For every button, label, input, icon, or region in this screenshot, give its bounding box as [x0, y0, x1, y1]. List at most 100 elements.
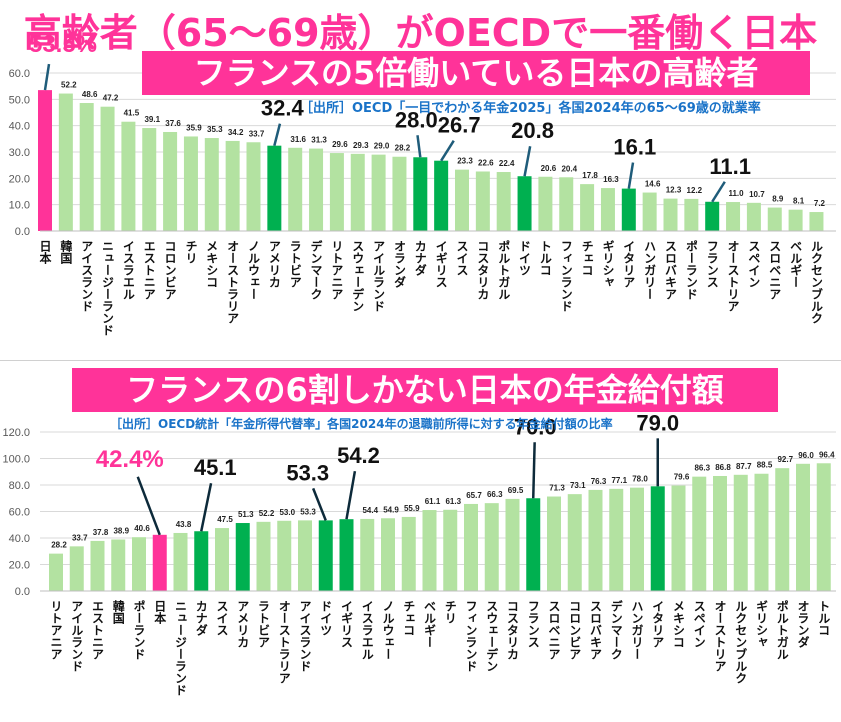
bar-ラトビア: [288, 147, 303, 231]
value-label: 78.0: [632, 475, 648, 484]
category-label: アイスランド: [80, 240, 94, 312]
y-tick-label: 60.0: [9, 507, 30, 519]
category-label: ハンガリー: [643, 240, 657, 300]
bar-イスラエル: [121, 121, 136, 231]
value-label: 29.3: [353, 141, 369, 150]
value-label: 79.6: [674, 473, 690, 482]
value-label: 61.1: [425, 497, 441, 506]
value-label: 37.6: [165, 119, 181, 128]
category-label: スイス: [455, 240, 469, 276]
category-label: アイルランド: [70, 600, 84, 672]
bar-スイス: [215, 528, 229, 591]
bar-イギリス: [434, 160, 449, 231]
y-tick-label: 40.0: [9, 533, 30, 545]
category-label: トルコ: [538, 240, 552, 276]
bar-ルクセンブルク: [733, 474, 748, 591]
bar-デンマーク: [609, 488, 624, 591]
bar-ニュージーランド: [173, 532, 188, 591]
bar-韓国: [111, 539, 126, 591]
bar-ラトビア: [256, 521, 271, 591]
category-label: ラトビア: [288, 240, 302, 288]
value-label: 65.7: [466, 491, 482, 500]
category-label: コロンビア: [163, 240, 177, 300]
bar-チェコ: [401, 516, 416, 591]
value-label: 8.9: [772, 195, 784, 204]
bar-ポーランド: [132, 537, 146, 591]
value-label: 39.1: [144, 115, 160, 124]
value-label: 29.0: [374, 142, 390, 151]
main-title: 高齢者（65～69歳）がOECDで一番働く日本: [23, 11, 818, 55]
category-label: ドイツ: [319, 600, 333, 636]
value-label: 77.1: [611, 476, 627, 485]
employment-rate-chart: 0.0 10.0 20.0 30.0 40.0 50.0 60.0 日本 53.5% 韓国 52.2…: [9, 31, 836, 336]
bar-イスラエル: [360, 518, 375, 591]
category-label: スロバキア: [664, 240, 678, 300]
value-label: 20.4: [561, 164, 577, 173]
bar-日本: [152, 534, 167, 591]
value-label: 33.7: [249, 129, 265, 138]
bar-ベルギー: [788, 209, 803, 231]
category-label: ノルウェー: [381, 600, 395, 660]
bar-チェコ: [580, 184, 595, 231]
category-label: コスタリカ: [476, 240, 490, 300]
bar-ギリシャ: [600, 188, 615, 231]
callout-leader-line: [273, 123, 282, 146]
callout-label: 53.3: [286, 460, 329, 485]
y-tick-label: 100.0: [2, 454, 30, 466]
y-tick-label: 50.0: [9, 94, 30, 106]
value-label: 28.2: [51, 541, 67, 550]
value-label: 35.9: [186, 123, 202, 132]
value-label: 29.6: [332, 140, 348, 149]
callout-leader-line: [627, 162, 635, 189]
value-label: 73.1: [570, 481, 586, 490]
category-label: リトアニア: [49, 600, 63, 660]
value-label: 31.3: [311, 136, 327, 145]
value-label: 61.3: [445, 497, 461, 506]
value-label: 53.3: [300, 507, 316, 516]
value-label: 17.8: [582, 171, 598, 180]
bar-ドイツ: [517, 176, 532, 231]
category-label: オーストラリア: [226, 240, 240, 324]
category-label: ラトビア: [257, 600, 271, 648]
category-label: アメリカ: [267, 240, 281, 288]
category-label: ポーランド: [132, 599, 146, 660]
bar-エストニア: [90, 540, 105, 591]
category-label: 日本: [153, 600, 167, 625]
bar-コスタリカ: [475, 171, 490, 231]
value-label: 48.6: [82, 90, 98, 99]
bar-コロンビア: [567, 494, 582, 591]
callout-label: 42.4%: [96, 446, 164, 473]
bar-ベルギー: [422, 510, 437, 591]
value-label: 47.5: [217, 515, 233, 524]
category-label: スロベニア: [547, 600, 561, 660]
callout-label: 70.0: [514, 414, 557, 439]
chart1-title-banner: フランスの5倍働いている日本の高齢者: [142, 51, 810, 95]
bar-ポルトガル: [775, 468, 790, 591]
value-label: 69.5: [508, 486, 524, 495]
bar-アイルランド: [371, 154, 386, 231]
value-label: 20.6: [541, 164, 557, 173]
bar-スロバキア: [588, 489, 603, 591]
bar-トルコ: [538, 176, 553, 231]
bar-ポーランド: [684, 198, 699, 231]
y-tick-label: 30.0: [9, 147, 30, 159]
bar-韓国: [58, 93, 73, 231]
category-label: ギリシャ: [601, 240, 615, 288]
bar-デンマーク: [309, 148, 324, 231]
category-label: デンマーク: [309, 239, 323, 300]
bar-コスタリカ: [505, 498, 520, 591]
value-label: 40.6: [134, 524, 150, 533]
value-label: 14.6: [645, 180, 661, 189]
category-label: カナダ: [413, 240, 427, 276]
category-label: スウェーデン: [485, 600, 499, 672]
callout-leader-line: [200, 482, 213, 532]
callout-leader-line: [711, 181, 726, 203]
callout-leader-line: [311, 487, 327, 521]
chart2-title-banner: フランスの6割しかない日本の年金給付額: [72, 368, 778, 412]
category-label: スウェーデン: [351, 240, 365, 312]
callout-label: 20.8: [511, 118, 554, 143]
value-label: 33.7: [72, 533, 88, 542]
callout-label: 16.1: [613, 135, 656, 160]
category-label: メキシコ: [672, 600, 686, 648]
category-label: オランダ: [796, 600, 810, 648]
